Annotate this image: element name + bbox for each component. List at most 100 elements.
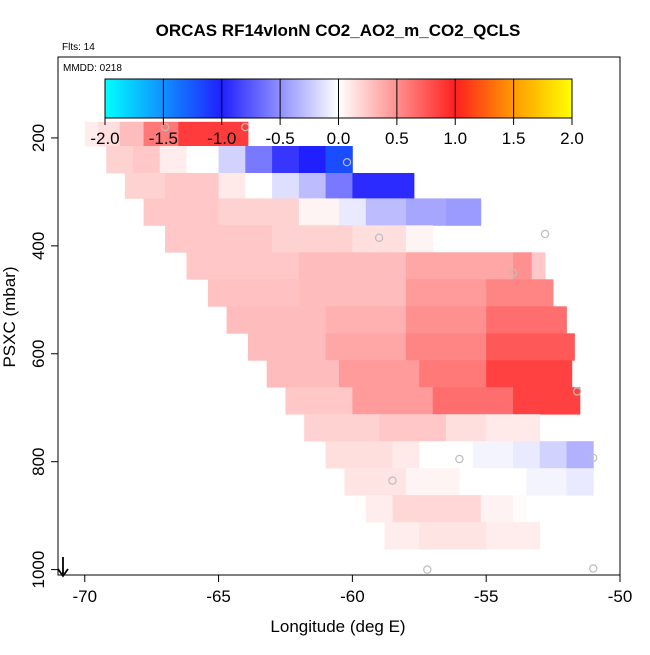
heatmap-cell-2-5 (298, 173, 327, 199)
heatmap-cell-13-0 (344, 468, 407, 496)
heatmap-cell-13-4 (566, 468, 594, 496)
chart-title: ORCAS RF14vIonN CO2_AO2_m_CO2_QCLS (156, 21, 521, 40)
y-axis: 200 400 600 800 1000 (29, 124, 58, 589)
heatmap-cell-6-2 (405, 279, 487, 307)
heatmap-cell-1-8 (325, 146, 353, 174)
x-tick-label-4: -50 (608, 587, 633, 606)
heatmap-cell-10-2 (432, 387, 514, 415)
heatmap-cell-7-2 (405, 306, 487, 334)
heatmap-cell-3-6 (446, 198, 482, 226)
heatmap-cell-8-2 (405, 333, 487, 361)
heatmap-cell-2-0 (124, 173, 166, 199)
heatmap-cell-12-2 (419, 441, 474, 469)
heatmap-cell-13-1 (405, 468, 460, 496)
heatmap-cell-11-3 (486, 414, 541, 442)
observation-marker-6 (573, 387, 582, 396)
heatmap-cell-12-6 (566, 441, 594, 469)
heatmap-cell-14-0 (365, 495, 393, 523)
observation-marker-1 (241, 122, 250, 132)
heatmap-cell-3-3 (339, 198, 367, 226)
heatmap-cell-10-1 (352, 387, 434, 415)
heatmap-cell-8-3 (486, 333, 575, 361)
observation-markers (160, 122, 598, 574)
x-tick-label-0: -70 (72, 587, 97, 606)
heatmap-cell-7-0 (226, 306, 326, 334)
heatmap-cell-2-4 (272, 173, 300, 199)
heatmap-cell-4-1 (272, 225, 353, 253)
colorbar-tick-label-4: 0.0 (327, 129, 351, 148)
heatmap-cell-7-1 (325, 306, 407, 334)
heatmap-cell-9-1 (339, 360, 420, 388)
heatmap-cell-7-3 (486, 306, 567, 334)
heatmap-cells (84, 121, 594, 550)
colorbar-tick-label-0: -2.0 (90, 129, 119, 148)
heatmap-cell-2-1 (165, 173, 219, 199)
heatmap-cell-9-3 (486, 360, 573, 388)
y-tick-label-3: 800 (29, 448, 48, 476)
heatmap-cell-1-7 (298, 146, 327, 174)
heatmap-cell-12-5 (539, 441, 567, 469)
heatmap-cell-12-3 (472, 441, 514, 469)
observation-marker-9 (388, 476, 397, 485)
colorbar-tick-label-8: 2.0 (560, 129, 584, 148)
heatmap-cell-3-2 (298, 198, 340, 226)
heatmap-cell-1-2 (159, 146, 187, 174)
heatmap-cell-5-3 (513, 252, 533, 280)
observation-marker-8 (589, 453, 598, 463)
heatmap-cell-2-3 (245, 173, 273, 199)
heatmap-cell-5-2 (405, 252, 514, 280)
heatmap-cell-6-0 (207, 279, 300, 307)
y-tick-label-2: 600 (29, 340, 48, 368)
x-axis-label: Longitude (deg E) (270, 617, 405, 636)
colorbar-tick-label-3: -0.5 (265, 129, 294, 148)
heatmap-cell-0-0 (84, 121, 99, 147)
heatmap-cell-14-2 (480, 495, 514, 523)
heatmap-cell-9-2 (419, 360, 487, 388)
x-tick-label-1: -65 (206, 587, 231, 606)
heatmap-cell-1-3 (186, 146, 219, 174)
heatmap-cell-3-0 (143, 198, 219, 226)
heatmap-cell-15-2 (486, 522, 541, 550)
colorbar: -2.0 -1.5 -1.0 -0.5 0.0 0.5 1.0 1.5 2.0 (90, 78, 584, 148)
heatmap-cell-4-3 (405, 225, 434, 253)
y-tick-label-0: 200 (29, 124, 48, 152)
heatmap-cell-5-0 (186, 252, 300, 280)
heatmap-cell-15-1 (419, 522, 487, 550)
heatmap-cell-1-4 (218, 146, 246, 174)
colorbar-tick-label-2: -1.0 (207, 129, 236, 148)
heatmap-cell-12-1 (392, 441, 420, 469)
heatmap-cell-8-0 (248, 333, 326, 361)
heatmap-cell-1-0 (106, 146, 134, 174)
heatmap-cell-11-0 (304, 414, 380, 442)
flights-annotation: Flts: 14 (62, 42, 95, 53)
heatmap-cell-12-4 (513, 441, 541, 469)
heatmap-cell-5-1 (298, 252, 407, 280)
observation-marker-3 (374, 233, 384, 242)
y-tick-label-4: 1000 (29, 551, 48, 589)
heatmap-cell-0-1 (98, 121, 120, 147)
heatmap-cell-1-1 (132, 146, 161, 174)
heatmap-cell-4-2 (352, 225, 407, 253)
heatmap-cell-0-2 (119, 121, 145, 147)
heatmap-cell-6-1 (298, 279, 407, 307)
observation-marker-4 (540, 229, 550, 239)
x-axis: -70 -65 -60 -55 -50 (72, 574, 633, 606)
heatmap-cell-1-5 (245, 146, 273, 174)
heatmap-cell-3-1 (218, 198, 300, 226)
observation-marker-11 (589, 564, 598, 573)
heatmap-cell-2-6 (325, 173, 353, 199)
heatmap-cell-6-3 (486, 279, 554, 307)
colorbar-tick-label-5: 0.5 (385, 129, 409, 148)
heatmap-cell-11-2 (446, 414, 487, 442)
heatmap-cell-14-1 (392, 495, 482, 523)
down-arrow-icon (57, 557, 69, 578)
colorbar-tick-label-7: 1.5 (502, 129, 526, 148)
heatmap-cell-11-1 (379, 414, 447, 442)
heatmap-cell-0-4 (178, 121, 249, 147)
heatmap-cell-4-0 (165, 225, 273, 253)
colorbar-tick-label-6: 1.0 (443, 129, 467, 148)
heatmap-cell-5-4 (531, 252, 546, 280)
heatmap-cell-15-0 (384, 522, 420, 550)
observation-marker-2 (342, 157, 352, 167)
